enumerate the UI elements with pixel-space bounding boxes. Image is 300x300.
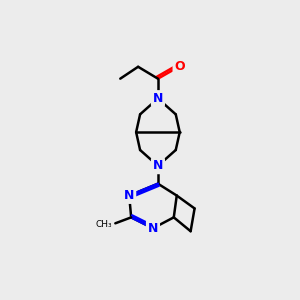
Text: N: N [148, 222, 158, 235]
Text: CH₃: CH₃ [96, 220, 112, 229]
Text: O: O [174, 60, 185, 73]
Text: N: N [153, 92, 163, 105]
Text: N: N [153, 159, 163, 172]
Text: N: N [124, 189, 134, 202]
